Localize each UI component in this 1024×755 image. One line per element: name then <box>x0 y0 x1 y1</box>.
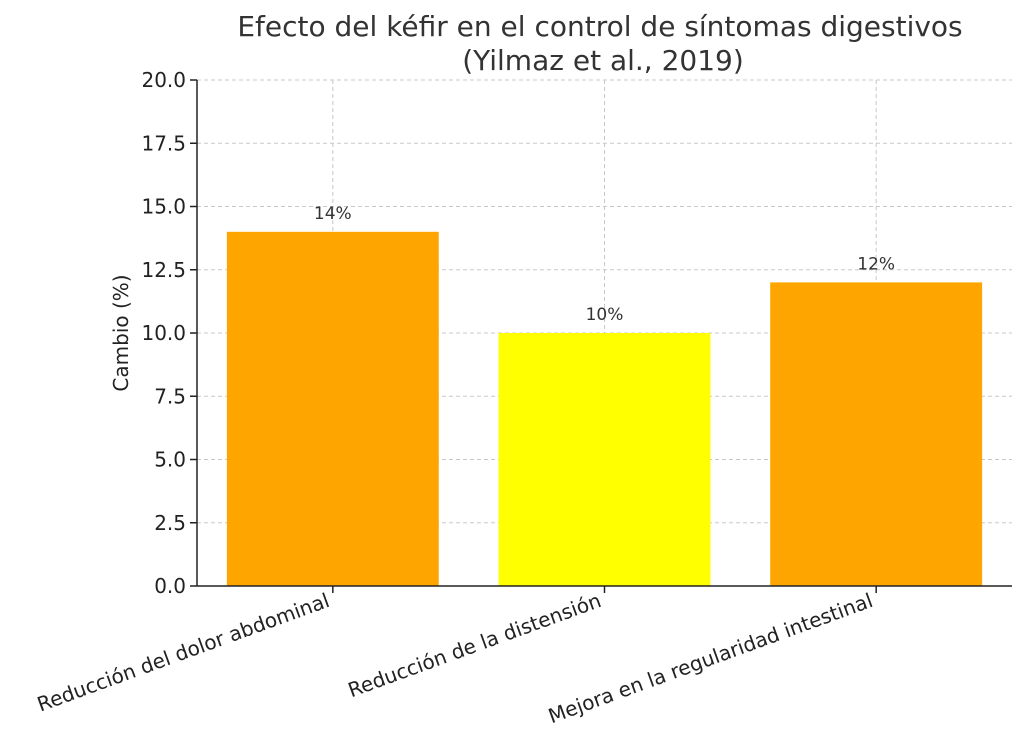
data-labels: 14% 10% 12% <box>314 204 895 325</box>
y-tick-label: 2.5 <box>154 511 186 535</box>
chart-title-line-1: Efecto del kéfir en el control de síntom… <box>237 10 962 43</box>
bar <box>770 282 983 586</box>
y-tick-label: 17.5 <box>141 131 186 155</box>
y-axis-label: Cambio (%) <box>109 274 133 391</box>
bars <box>226 231 983 587</box>
y-tick-label: 7.5 <box>154 384 186 408</box>
bar <box>226 231 439 587</box>
y-tick-label: 20.0 <box>141 68 186 92</box>
chart-title-line-2: (Yilmaz et al., 2019) <box>462 44 744 77</box>
y-tick-label: 15.0 <box>141 195 186 219</box>
x-category-label: Reducción del dolor abdominal <box>34 588 333 716</box>
y-tick-label: 0.0 <box>154 574 186 598</box>
bar <box>498 333 711 586</box>
bar-value-label: 10% <box>586 305 624 325</box>
x-category-label: Reducción de la distensión <box>345 588 604 702</box>
bar-value-label: 12% <box>857 254 895 274</box>
y-tick-label: 12.5 <box>141 258 186 282</box>
bar-value-label: 14% <box>314 204 352 224</box>
y-tick-label: 5.0 <box>154 448 186 472</box>
y-tick-label: 10.0 <box>141 321 186 345</box>
